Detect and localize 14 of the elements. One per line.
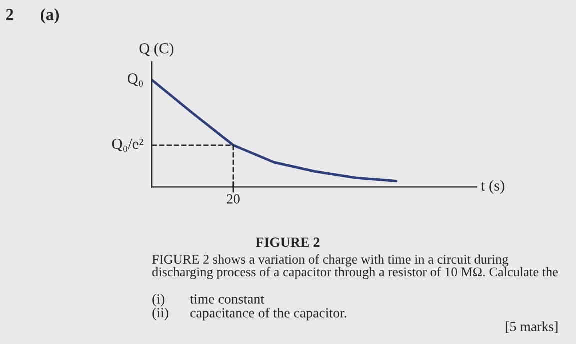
text: capacitance of the capacitor.	[190, 308, 346, 321]
caption: FIGURE 2	[256, 238, 320, 248]
text: (a)	[41, 8, 60, 24]
text: [5 marks]	[506, 322, 558, 334]
text: 20	[227, 194, 240, 204]
annotation: Q₀	[128, 74, 144, 87]
ref-line-label: Q₀/e²	[112, 138, 144, 152]
caption: FIGURE 2 shows a variation of charge with time in a circuit during discharging process of a capacitor through a resistor of 10 MΩ. Calculate the	[152, 254, 558, 280]
text: time constant	[190, 294, 264, 304]
text: 2	[6, 9, 14, 20]
y-axis-title: Q (C)	[140, 42, 174, 57]
x-axis-title: t (s)	[481, 180, 504, 194]
text: (i)	[152, 294, 165, 307]
text: (ii)	[152, 308, 168, 320]
